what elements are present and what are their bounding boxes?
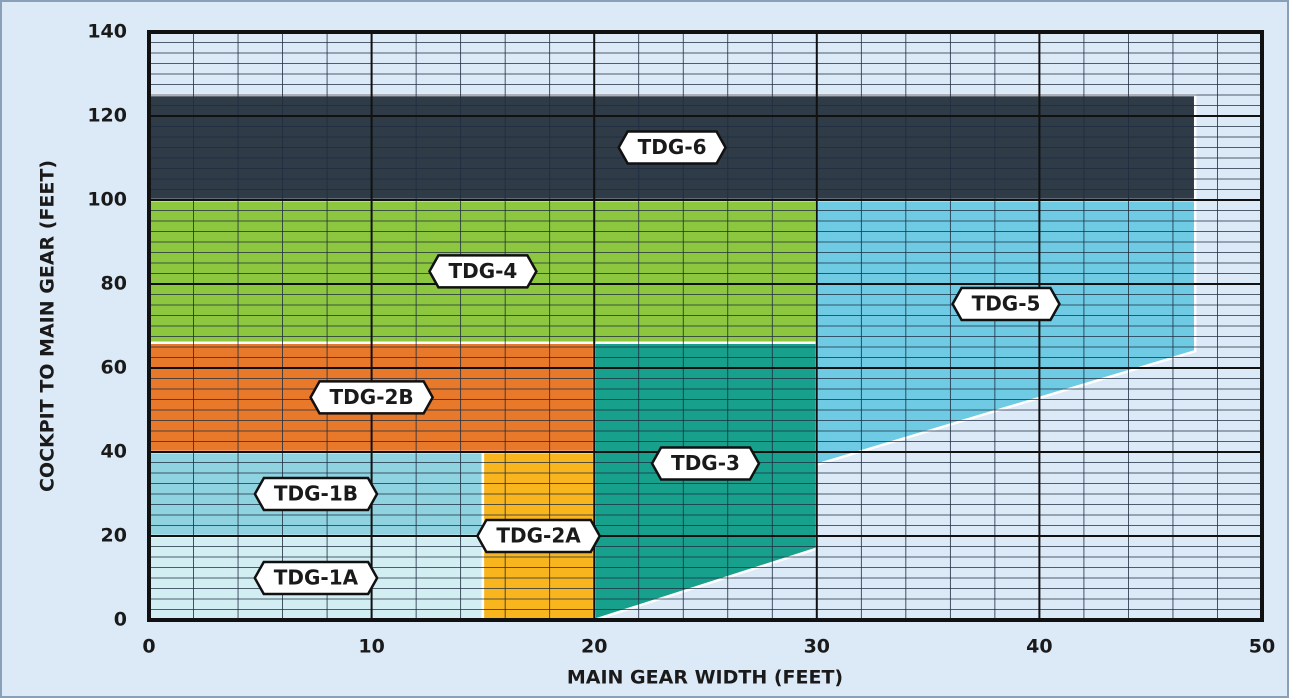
x-tick-label: 50 — [1249, 636, 1275, 658]
x-tick-label: 30 — [804, 636, 830, 658]
y-tick-label: 140 — [87, 21, 127, 43]
x-tick-label: 0 — [142, 636, 155, 658]
x-tick-label: 40 — [1026, 636, 1052, 658]
grid — [148, 31, 1263, 621]
y-tick-label: 0 — [114, 609, 127, 631]
x-tick-label: 10 — [358, 636, 384, 658]
tag-shape — [253, 476, 379, 512]
x-tick-label: 20 — [581, 636, 607, 658]
tag-shape — [475, 518, 602, 554]
region-tag: TDG-2A — [475, 518, 602, 554]
tag-shape — [617, 130, 727, 165]
plot-border — [147, 30, 1264, 622]
legend-label: TDG-3 — [671, 451, 740, 475]
tag-shape — [650, 446, 761, 481]
legend-label: TDG-4 — [448, 259, 517, 283]
y-tick-label: 80 — [101, 273, 127, 295]
region-tag: TDG-4 — [428, 254, 538, 289]
tag-shape — [309, 380, 435, 415]
tag-shape — [951, 286, 1061, 322]
legend-label: TDG-6 — [638, 135, 707, 159]
region-tag: TDG-6 — [617, 130, 727, 165]
tag-shape — [428, 254, 538, 289]
y-tick-label: 120 — [87, 105, 127, 127]
region-tag: TDG-1A — [253, 560, 379, 596]
region-tag: TDG-1B — [253, 476, 379, 512]
region-tag: TDG-5 — [951, 286, 1061, 322]
y-tick-label: 60 — [101, 357, 127, 379]
region-tag: TDG-3 — [650, 446, 761, 481]
y-tick-label: 100 — [87, 189, 127, 211]
x-axis-label: MAIN GEAR WIDTH (FEET) — [567, 667, 843, 689]
legend-label: TDG-2B — [330, 385, 414, 409]
legend-label: TDG-2A — [496, 524, 581, 548]
legend-label: TDG-1A — [274, 566, 359, 590]
tag-shape — [253, 560, 379, 596]
region-tag: TDG-2B — [309, 380, 435, 415]
legend-label: TDG-5 — [972, 291, 1041, 315]
y-axis-label: COCKPIT TO MAIN GEAR (FEET) — [37, 160, 59, 492]
y-tick-label: 20 — [101, 525, 127, 547]
legend-label: TDG-1B — [274, 482, 358, 506]
y-tick-label: 40 — [101, 441, 127, 463]
